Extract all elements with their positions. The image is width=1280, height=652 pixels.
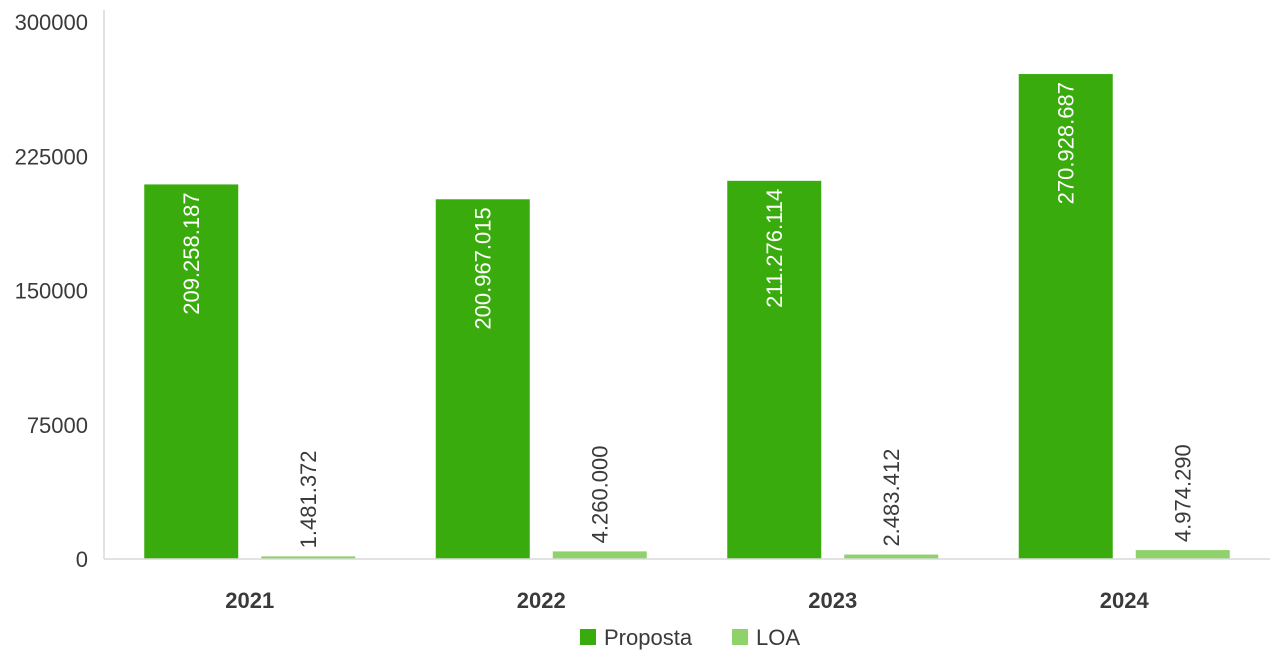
- x-tick-label: 2024: [1100, 588, 1150, 613]
- bar-loa-2021: [261, 556, 356, 559]
- x-tick-label: 2022: [517, 588, 566, 613]
- bar-proposta-2023: [727, 180, 822, 560]
- bar-proposta-2024: [1018, 74, 1113, 559]
- data-label-loa-2023: 2.483.412: [879, 449, 904, 547]
- legend-swatch: [580, 629, 596, 645]
- y-tick-label: 300000: [15, 10, 88, 35]
- data-label-loa-2022: 4.260.000: [588, 445, 613, 543]
- x-tick-label: 2023: [808, 588, 857, 613]
- legend: Proposta LOA: [580, 625, 800, 650]
- bar-proposta-2021: [144, 184, 239, 559]
- data-label-proposta-2023: 211.276.114: [762, 189, 787, 308]
- y-tick-label: 150000: [15, 279, 88, 304]
- legend-label: Proposta: [604, 625, 693, 650]
- legend-label: LOA: [756, 625, 800, 650]
- y-tick-label: 0: [76, 547, 88, 572]
- data-label-loa-2024: 4.974.290: [1171, 444, 1196, 542]
- data-label-proposta-2021: 209.258.187: [179, 192, 204, 314]
- bars: 209.258.187 1.481.372 200.967.015 4.260.000…: [144, 74, 1230, 560]
- y-tick-label: 225000: [15, 144, 88, 169]
- data-label-proposta-2022: 200.967.015: [471, 207, 496, 329]
- bar-loa-2024: [1135, 550, 1230, 559]
- legend-item-proposta: Proposta: [580, 625, 693, 650]
- legend-swatch: [732, 629, 748, 645]
- bar-proposta-2022: [435, 199, 530, 559]
- bar-loa-2022: [552, 551, 647, 559]
- y-tick-label: 75000: [27, 413, 88, 438]
- y-axis: 0 75000 150000 225000 300000: [15, 10, 105, 572]
- bar-loa-2023: [844, 554, 939, 559]
- x-axis: 2021 2022 2023 2024: [104, 558, 1270, 613]
- legend-item-loa: LOA: [732, 625, 800, 650]
- x-tick-label: 2021: [225, 588, 274, 613]
- data-label-proposta-2024: 270.928.687: [1054, 82, 1079, 204]
- data-label-loa-2021: 1.481.372: [296, 450, 321, 548]
